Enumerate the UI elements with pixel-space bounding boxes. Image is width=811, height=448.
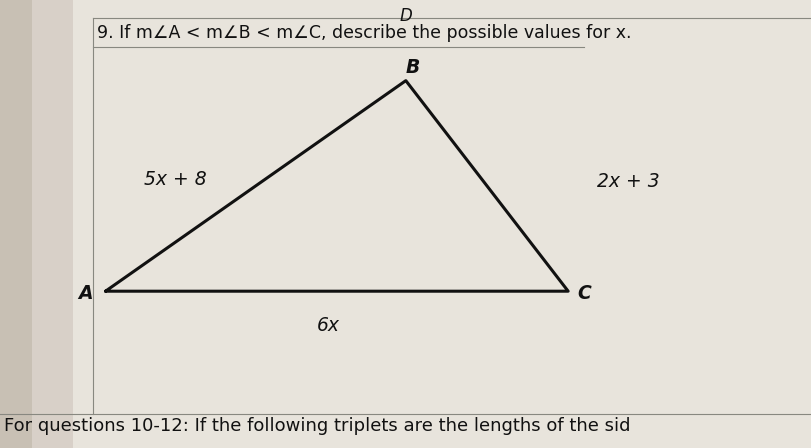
Text: 9. If m∠A < m∠B < m∠C, describe the possible values for x.: 9. If m∠A < m∠B < m∠C, describe the poss… [97,24,631,42]
Text: 2x + 3: 2x + 3 [596,172,659,191]
Text: D: D [399,7,412,25]
Text: C: C [577,284,590,303]
Text: B: B [405,58,419,77]
Text: 5x + 8: 5x + 8 [144,170,207,189]
Polygon shape [32,0,73,448]
Text: For questions 10-12: If the following triplets are the lengths of the sid: For questions 10-12: If the following tr… [4,417,630,435]
Polygon shape [0,0,73,448]
Text: 6x: 6x [317,316,340,335]
Text: A: A [78,284,92,303]
